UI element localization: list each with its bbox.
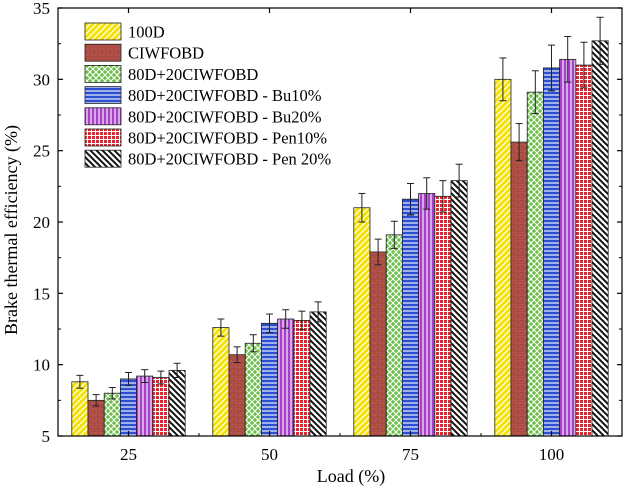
error-bar bbox=[499, 57, 507, 102]
bar bbox=[71, 381, 89, 437]
bar bbox=[152, 377, 170, 437]
error-bar bbox=[298, 310, 306, 331]
y-tick-label: 5 bbox=[42, 427, 51, 446]
bar bbox=[136, 375, 154, 437]
error-bar bbox=[108, 386, 116, 400]
bar bbox=[418, 193, 436, 437]
legend-swatch bbox=[84, 22, 122, 41]
legend-swatch bbox=[84, 43, 122, 62]
ticks-layer: 5 10 15 20 25 30 35 25 50 75 100 bbox=[33, 0, 622, 464]
bar bbox=[385, 234, 403, 437]
error-bar bbox=[423, 177, 431, 210]
x-axis-label: Load (%) bbox=[317, 466, 385, 487]
bar bbox=[494, 78, 512, 437]
legend-item: 80D+20CIWFOBD - Pen10% bbox=[84, 128, 327, 148]
bar bbox=[120, 378, 138, 437]
error-bar bbox=[548, 44, 555, 92]
bar bbox=[353, 207, 371, 437]
legend-label: 80D+20CIWFOBD - Pen 20% bbox=[128, 150, 331, 169]
legend-label: 80D+20CIWFOBD - Bu20% bbox=[128, 107, 322, 126]
bar bbox=[293, 320, 311, 437]
error-bar bbox=[282, 309, 290, 329]
error-bar bbox=[455, 163, 463, 198]
error-bar bbox=[217, 318, 225, 337]
legend-swatch bbox=[84, 128, 122, 147]
legend-label: CIWFOBD bbox=[128, 44, 204, 63]
x-tick-label: 75 bbox=[402, 445, 419, 464]
legend-item: 80D+20CIWFOBD - Bu10% bbox=[84, 86, 322, 105]
bar bbox=[244, 342, 262, 437]
y-tick-label: 35 bbox=[33, 0, 50, 18]
error-bar bbox=[249, 334, 257, 353]
bar bbox=[309, 311, 327, 437]
error-bar bbox=[407, 182, 414, 216]
y-tick-label: 10 bbox=[33, 356, 50, 375]
legend-swatch bbox=[84, 65, 122, 83]
legend-item: 80D+20CIWFOBD - Pen 20% bbox=[84, 149, 331, 169]
bar bbox=[401, 198, 419, 437]
error-bar bbox=[596, 16, 604, 65]
bar bbox=[591, 40, 609, 437]
error-bar bbox=[515, 123, 523, 162]
bar bbox=[543, 67, 561, 437]
bar bbox=[369, 251, 387, 437]
y-tick-label: 25 bbox=[33, 142, 50, 161]
legend-item: 80D+20CIWFOBD - Bu20% bbox=[84, 107, 322, 126]
bar bbox=[212, 327, 230, 437]
error-bar bbox=[580, 41, 588, 89]
error-bar bbox=[92, 394, 100, 407]
error-bars-layer bbox=[76, 16, 604, 407]
bar bbox=[450, 180, 468, 437]
error-bar bbox=[125, 372, 132, 386]
y-tick-label: 15 bbox=[33, 284, 50, 303]
legend-swatch bbox=[84, 107, 122, 126]
error-bar bbox=[157, 370, 165, 385]
legend-label: 80D+20CIWFOBD - Pen10% bbox=[128, 129, 327, 148]
error-bar bbox=[374, 238, 382, 266]
error-bar bbox=[266, 313, 273, 334]
legend-item: 80D+20CIWFOBD bbox=[84, 65, 258, 84]
error-bar bbox=[439, 180, 447, 213]
legend-swatch bbox=[84, 149, 122, 168]
error-bar bbox=[358, 192, 366, 223]
y-tick-label: 30 bbox=[33, 70, 50, 89]
bar bbox=[277, 318, 295, 437]
legend-label: 80D+20CIWFOBD bbox=[128, 65, 258, 84]
bar bbox=[526, 91, 544, 437]
bar bbox=[228, 354, 246, 437]
error-bar bbox=[314, 301, 322, 323]
bar bbox=[510, 141, 528, 437]
error-bar bbox=[564, 36, 572, 83]
bar bbox=[434, 195, 452, 437]
error-bar bbox=[141, 369, 149, 383]
bar bbox=[260, 322, 278, 437]
bar bbox=[575, 64, 593, 437]
legend-label: 100D bbox=[128, 23, 165, 42]
bar bbox=[168, 369, 186, 437]
error-bar bbox=[531, 70, 539, 115]
error-bar bbox=[173, 362, 181, 379]
x-tick-label: 25 bbox=[120, 445, 137, 464]
error-bar bbox=[233, 346, 241, 364]
y-tick-label: 20 bbox=[33, 213, 50, 232]
bar bbox=[103, 392, 121, 437]
legend-item: 100D bbox=[84, 22, 165, 42]
bar bbox=[559, 58, 577, 437]
y-axis-label: Brake thermal efficiency (%) bbox=[1, 125, 22, 335]
error-bar bbox=[76, 374, 84, 389]
legend: 100D CIWFOBD 80D+20CIWFOBD 80D+20CIWFOBD - … bbox=[84, 22, 331, 169]
legend-swatch bbox=[84, 86, 122, 104]
legend-item: CIWFOBD bbox=[84, 43, 204, 63]
legend-label: 80D+20CIWFOBD - Bu10% bbox=[128, 86, 322, 105]
x-tick-label: 50 bbox=[261, 445, 278, 464]
error-bar bbox=[390, 220, 398, 249]
x-tick-label: 100 bbox=[539, 445, 565, 464]
